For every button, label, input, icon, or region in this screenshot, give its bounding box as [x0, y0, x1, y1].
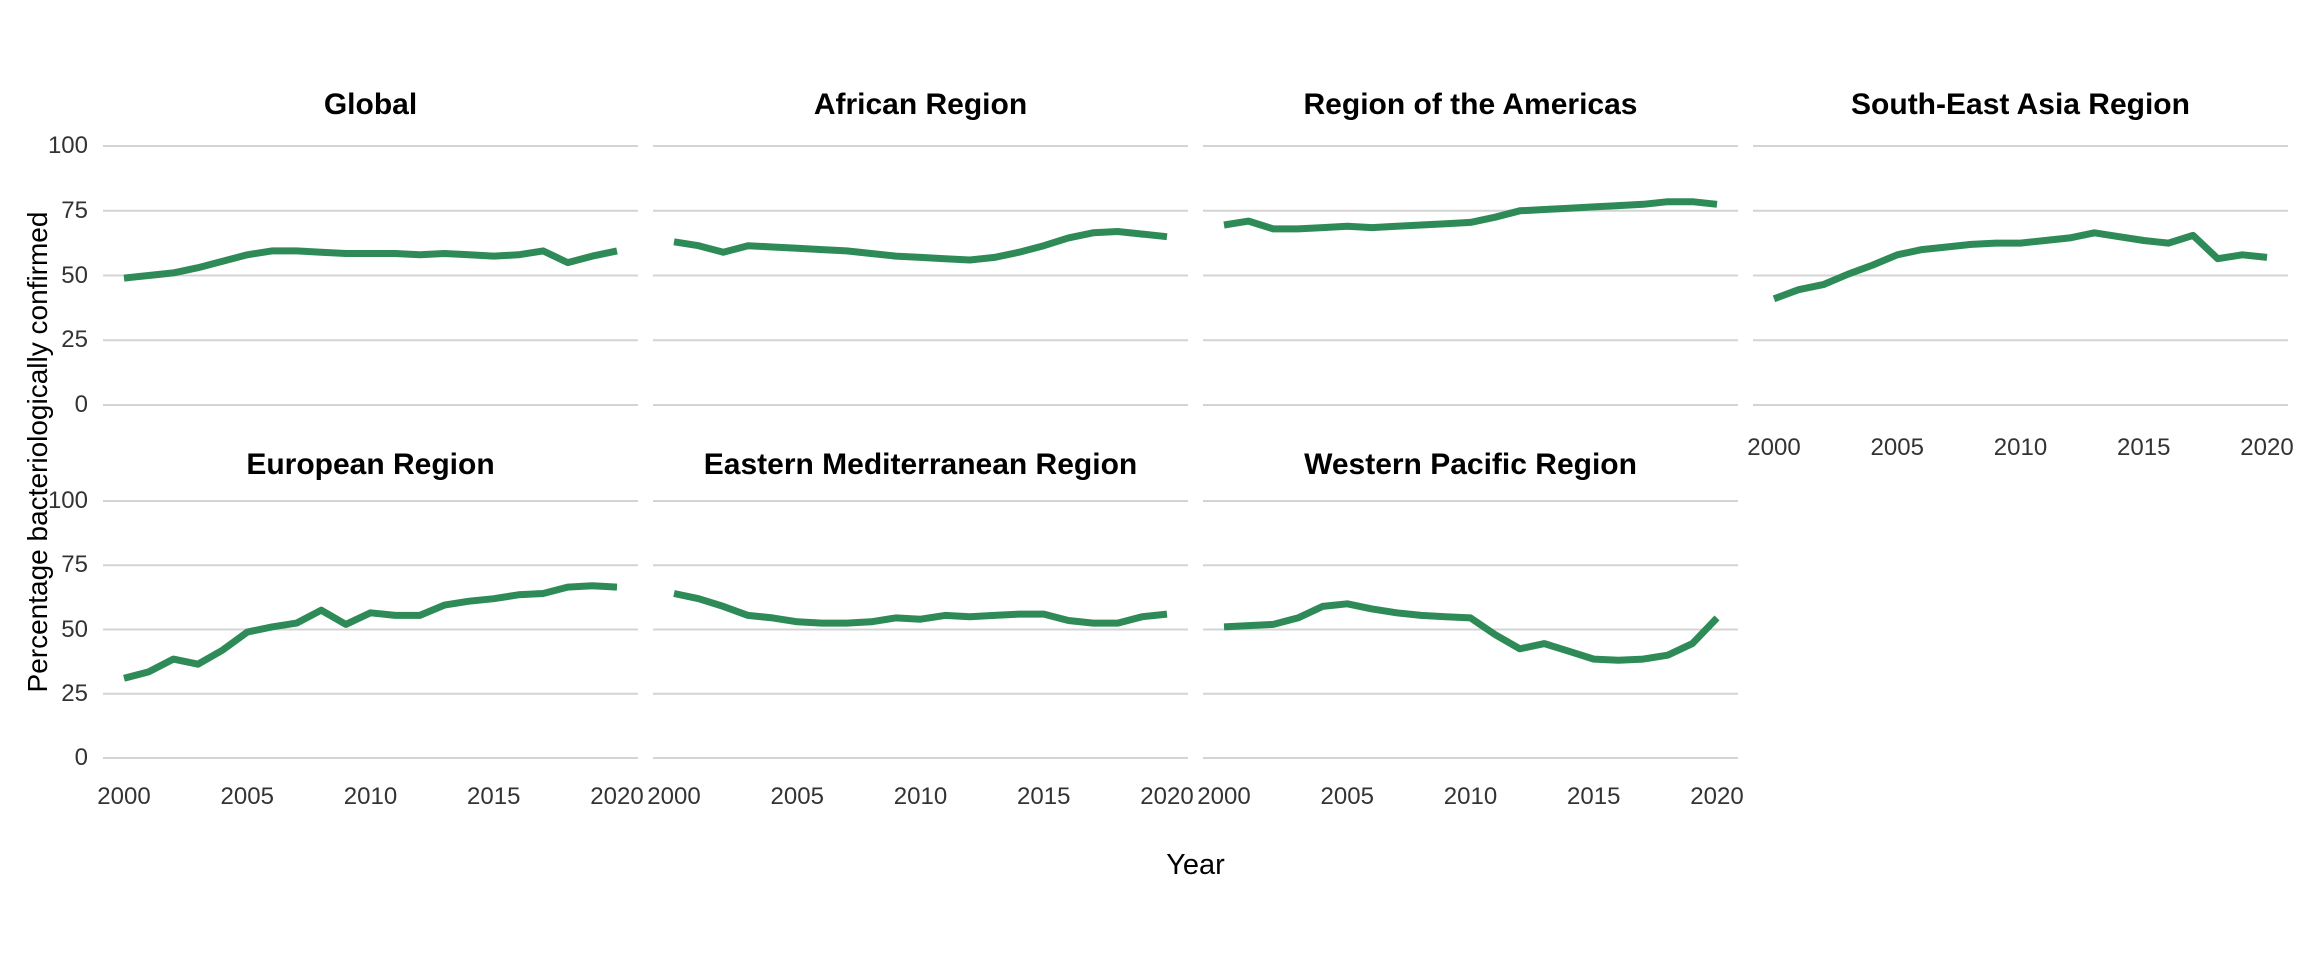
x-tick-label: 2000: [1747, 434, 1801, 461]
facet-title-african: African Region: [813, 88, 1028, 121]
x-axis-title: Year: [1166, 849, 1225, 881]
facet-panel-western-pacific: 2000 2005 2010 2015 2020: [1197, 487, 1744, 810]
facet-plot-area: [653, 500, 1188, 759]
x-tick-label: 2000: [1197, 783, 1251, 810]
facet-plot-area: [653, 145, 1188, 406]
y-tick-label: 25: [61, 326, 88, 354]
trend-line: [123, 582, 618, 682]
facet-plot-area: [103, 145, 638, 406]
trend-line: [123, 247, 618, 282]
x-tick-label: 2015: [2117, 434, 2171, 461]
y-axis-title: Percentage bacteriologically confirmed: [22, 211, 53, 693]
x-tick-label: 2010: [1993, 434, 2048, 461]
y-tick-label: 100: [47, 132, 88, 159]
y-tick-label: 25: [61, 679, 88, 707]
trend-line: [673, 590, 1168, 627]
x-tick-label: 2010: [893, 783, 948, 810]
facet-plot-area: [103, 500, 638, 759]
x-tick-label: 2015: [467, 783, 521, 810]
x-tick-label: 2020: [1140, 783, 1194, 810]
facet-title-western-pacific: Western Pacific Region: [1304, 448, 1637, 481]
y-tick-label: 100: [47, 487, 88, 514]
trend-line: [1223, 600, 1720, 664]
x-tick-label: 2005: [1320, 783, 1374, 810]
y-tick-label: 50: [61, 261, 88, 289]
x-tick-label: 2020: [2240, 434, 2294, 461]
x-tick-label: 2005: [1870, 434, 1924, 461]
trend-line: [1772, 229, 2268, 303]
facet-title-european: European Region: [246, 448, 495, 481]
facet-title-southeast-asia: South-East Asia Region: [1851, 88, 2190, 121]
x-tick-label: 2000: [97, 783, 151, 810]
y-tick-label: 75: [61, 551, 88, 579]
facet-panel-global: 100 75 50 25 0: [48, 132, 638, 419]
facet-title-eastern-mediterranean: Eastern Mediterranean Region: [703, 448, 1138, 481]
x-tick-label: 2010: [343, 783, 398, 810]
facet-title-americas: Region of the Americas: [1303, 88, 1638, 121]
x-tick-label: 2020: [1690, 783, 1744, 810]
facet-panel-americas: [1203, 132, 1738, 419]
y-tick-label: 0: [74, 391, 88, 418]
x-tick-label: 2000: [647, 783, 701, 810]
trend-line: [1223, 198, 1718, 233]
y-tick-label: 0: [74, 744, 88, 771]
x-tick-label: 2005: [770, 783, 824, 810]
facet-plot-area: [1203, 145, 1738, 406]
x-tick-label: 2015: [1017, 783, 1071, 810]
x-tick-label: 2020: [590, 783, 644, 810]
facet-panel-eastern-mediterranean: 2000 2005 2010 2015 2020: [647, 487, 1194, 810]
facet-panel-african: [653, 132, 1188, 419]
x-tick-label: 2015: [1567, 783, 1621, 810]
facet-plot-area: [1203, 500, 1738, 759]
facet-panel-southeast-asia: 2000 2005 2010 2015 2020: [1747, 132, 2294, 461]
y-tick-label: 50: [61, 615, 88, 643]
facet-panel-european: 100 75 50 25 0 2000 2005 2010 2015 2020: [48, 487, 644, 810]
trend-line: [673, 228, 1168, 264]
x-tick-label: 2005: [220, 783, 274, 810]
y-tick-label: 75: [61, 196, 88, 224]
facet-plot-area: [1753, 145, 2288, 406]
x-tick-label: 2010: [1443, 783, 1498, 810]
facet-title-global: Global: [323, 88, 418, 121]
